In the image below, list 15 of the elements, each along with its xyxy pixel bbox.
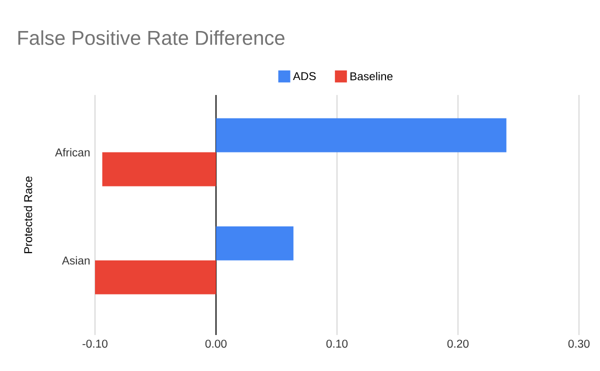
chart-title: False Positive Rate Difference: [18, 30, 284, 45]
x-tick-label: 0.10: [326, 340, 348, 348]
bar: [216, 118, 506, 152]
legend-label: Baseline: [350, 72, 393, 80]
y-tick-label: African: [55, 148, 90, 156]
x-tick-label: 0.20: [447, 340, 469, 348]
bar: [95, 260, 216, 294]
x-tick-label: 0.00: [205, 340, 227, 348]
bar: [102, 152, 216, 186]
x-tick-label: -0.10: [82, 340, 108, 348]
y-axis-title: Protected Race: [24, 176, 32, 254]
x-tick-label: 0.30: [568, 340, 590, 348]
y-tick-label: Asian: [62, 256, 90, 265]
bar: [216, 226, 294, 260]
legend-label: ADS: [292, 72, 316, 80]
